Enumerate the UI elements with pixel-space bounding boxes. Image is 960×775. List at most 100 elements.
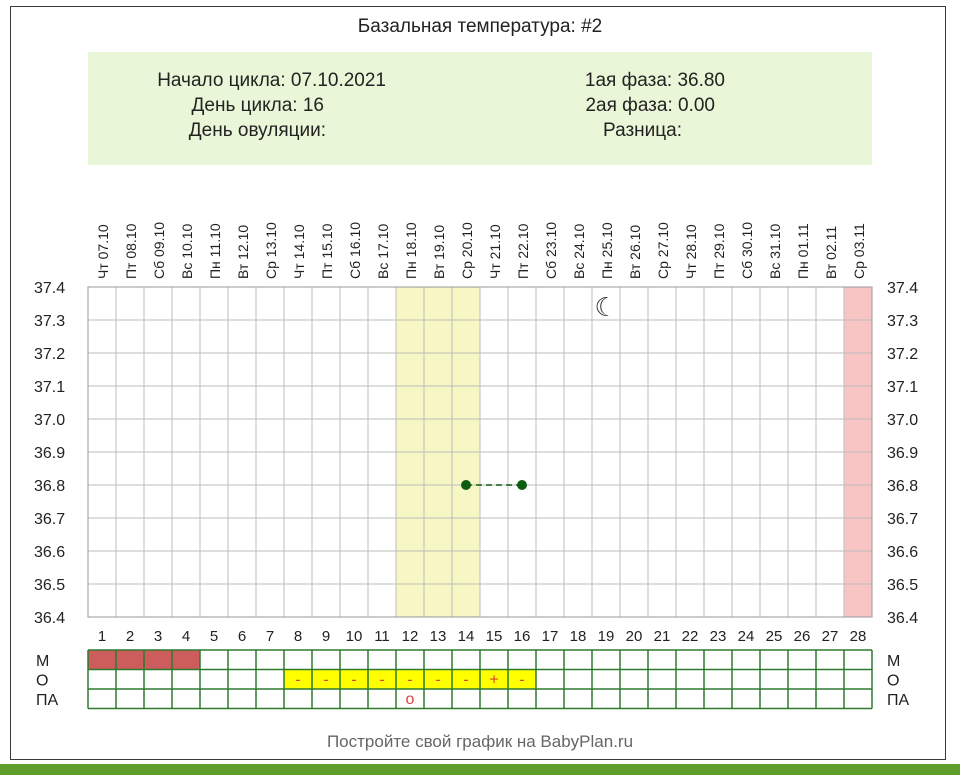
row-mark: - bbox=[407, 672, 412, 689]
date-tick-label: Чт 28.10 bbox=[683, 224, 699, 279]
temperature-point bbox=[461, 480, 471, 490]
date-tick-label: Пт 29.10 bbox=[711, 223, 727, 279]
y-tick-label-right: 36.5 bbox=[887, 577, 918, 594]
y-tick-label-right: 37.1 bbox=[887, 379, 918, 396]
date-tick-label: Пн 11.10 bbox=[207, 223, 223, 279]
y-tick-label-right: 36.7 bbox=[887, 511, 918, 528]
row-mark: - bbox=[323, 672, 328, 689]
cycle-start: Начало цикла: 07.10.2021 bbox=[157, 70, 386, 91]
row-label-left: М bbox=[36, 653, 49, 670]
row-label-left: ПА bbox=[36, 692, 59, 709]
day-number-label: 25 bbox=[766, 628, 783, 645]
date-tick-label: Чт 14.10 bbox=[291, 224, 307, 279]
date-tick-label: Вт 19.10 bbox=[431, 225, 447, 279]
date-tick-label: Сб 16.10 bbox=[347, 222, 363, 279]
y-tick-label-left: 36.8 bbox=[34, 478, 65, 495]
date-tick-label: Ср 13.10 bbox=[263, 222, 279, 279]
y-tick-label-right: 36.8 bbox=[887, 478, 918, 495]
day-number-label: 19 bbox=[598, 628, 615, 645]
date-tick-label: Ср 03.11 bbox=[851, 223, 867, 279]
y-tick-label-right: 36.6 bbox=[887, 544, 918, 561]
plot-border bbox=[87, 286, 873, 618]
y-tick-label-right: 36.4 bbox=[887, 610, 918, 627]
day-number-label: 20 bbox=[626, 628, 643, 645]
footer-link[interactable]: Постройте свой график на BabyPlan.ru bbox=[326, 732, 634, 751]
date-tick-label: Сб 23.10 bbox=[543, 222, 559, 279]
row-label-right: О bbox=[887, 673, 899, 690]
y-tick-label-left: 37.2 bbox=[34, 346, 65, 363]
day-number-label: 11 bbox=[374, 628, 390, 645]
day-number-label: 21 bbox=[654, 628, 671, 645]
date-tick-label: Пт 15.10 bbox=[319, 223, 335, 279]
day-number-label: 6 bbox=[238, 628, 246, 645]
date-tick-label: Пт 22.10 bbox=[515, 223, 531, 279]
bottom-bar bbox=[0, 764, 960, 775]
y-tick-label-left: 36.9 bbox=[34, 445, 65, 462]
y-tick-label-right: 37.0 bbox=[887, 412, 918, 429]
date-tick-label: Вс 17.10 bbox=[375, 224, 391, 279]
y-tick-label-left: 36.6 bbox=[34, 544, 65, 561]
y-tick-label-left: 37.3 bbox=[34, 313, 65, 330]
cycle-info-panel: Начало цикла: 07.10.2021 День цикла: 16 … bbox=[88, 52, 872, 165]
row-label-left: О bbox=[36, 673, 48, 690]
date-tick-label: Чт 21.10 bbox=[487, 224, 503, 279]
day-number-label: 24 bbox=[738, 628, 755, 645]
temperature-point bbox=[517, 480, 527, 490]
date-tick-label: Вт 02.11 bbox=[823, 226, 839, 279]
row-mark: - bbox=[351, 672, 356, 689]
day-number-label: 28 bbox=[850, 628, 867, 645]
day-number-label: 15 bbox=[486, 628, 503, 645]
row-mark: o bbox=[406, 691, 415, 708]
day-number-label: 5 bbox=[210, 628, 218, 645]
day-number-label: 23 bbox=[710, 628, 727, 645]
day-number-label: 1 bbox=[98, 628, 106, 645]
date-tick-label: Сб 09.10 bbox=[151, 222, 167, 279]
phase2-average: 2ая фаза: 0.00 bbox=[585, 95, 715, 116]
cycle-day: День цикла: 16 bbox=[191, 95, 324, 116]
y-tick-label-left: 36.5 bbox=[34, 577, 65, 594]
day-number-label: 8 bbox=[294, 628, 302, 645]
y-tick-label-left: 36.7 bbox=[34, 511, 65, 528]
row-mark: - bbox=[519, 672, 524, 689]
day-number-label: 13 bbox=[430, 628, 447, 645]
day-number-label: 7 bbox=[266, 628, 274, 645]
y-tick-label-right: 37.2 bbox=[887, 346, 918, 363]
y-tick-label-left: 37.4 bbox=[34, 280, 65, 297]
day-number-label: 12 bbox=[402, 628, 419, 645]
discharge-bar bbox=[284, 669, 536, 689]
date-tick-label: Вт 12.10 bbox=[235, 225, 251, 279]
date-tick-label: Пн 18.10 bbox=[403, 222, 419, 279]
day-number-label: 2 bbox=[126, 628, 134, 645]
y-tick-label-left: 37.0 bbox=[34, 412, 65, 429]
row-mark: + bbox=[489, 672, 498, 689]
date-tick-label: Вт 26.10 bbox=[627, 225, 643, 279]
date-tick-label: Пт 08.10 bbox=[123, 223, 139, 279]
day-number-label: 18 bbox=[570, 628, 587, 645]
day-number-label: 27 bbox=[822, 628, 839, 645]
y-tick-label-right: 37.4 bbox=[887, 280, 918, 297]
row-mark: - bbox=[463, 672, 468, 689]
date-tick-label: Чт 07.10 bbox=[95, 224, 111, 279]
day-number-label: 3 bbox=[154, 628, 162, 645]
row-label-right: ПА bbox=[887, 692, 910, 709]
day-number-label: 4 bbox=[182, 628, 190, 645]
row-label-right: М bbox=[887, 653, 900, 670]
moon-icon: ☾ bbox=[594, 293, 617, 323]
date-tick-label: Ср 27.10 bbox=[655, 222, 671, 279]
day-number-label: 9 bbox=[322, 628, 330, 645]
chart-title: Базальная температура: #2 bbox=[357, 16, 603, 37]
date-tick-label: Пн 01.11 bbox=[795, 223, 811, 279]
day-number-label: 14 bbox=[458, 628, 475, 645]
day-number-label: 10 bbox=[346, 628, 363, 645]
day-number-label: 17 bbox=[542, 628, 559, 645]
y-tick-label-right: 37.3 bbox=[887, 313, 918, 330]
ovulation-day: День овуляции: bbox=[188, 120, 326, 141]
date-tick-label: Ср 20.10 bbox=[459, 222, 475, 279]
day-number-label: 26 bbox=[794, 628, 811, 645]
date-tick-label: Вс 24.10 bbox=[571, 224, 587, 279]
row-mark: - bbox=[379, 672, 384, 689]
y-tick-label-right: 36.9 bbox=[887, 445, 918, 462]
day-number-label: 22 bbox=[682, 628, 699, 645]
y-tick-label-left: 37.1 bbox=[34, 379, 65, 396]
